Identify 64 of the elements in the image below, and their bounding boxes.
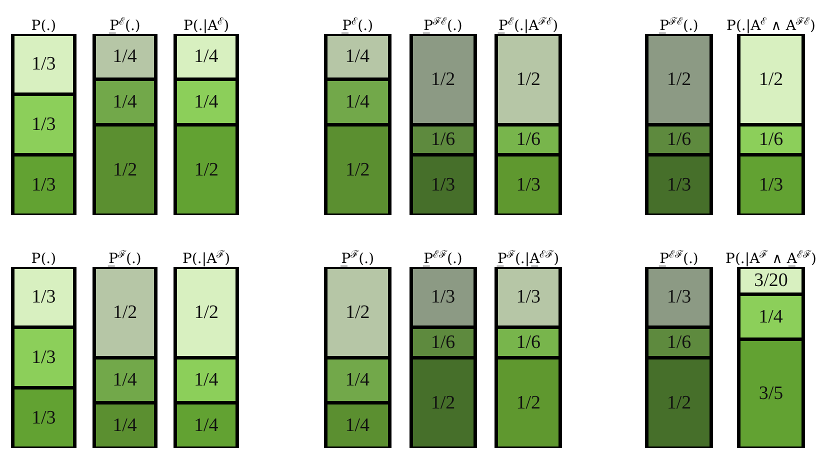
data-label: 1/4	[112, 414, 138, 436]
data-label: 1/2	[112, 159, 138, 180]
x-tick-label: P̲$^{ℱℰ}$(.)	[422, 16, 462, 34]
data-label: 1/6	[430, 332, 456, 353]
x-tick-label: P̲$^{ℰℱ}$(.)	[658, 249, 698, 268]
data-label: 1/6	[758, 129, 784, 150]
data-label: 1/2	[516, 392, 540, 414]
data-label: 1/4	[194, 46, 219, 68]
data-label: 1/3	[32, 54, 56, 75]
data-label: 1/6	[430, 129, 456, 150]
data-label: 3/20	[754, 270, 788, 292]
data-label: 1/2	[666, 68, 692, 90]
x-tick-label: P̲$^{ℰℱ}$(.)	[422, 249, 462, 268]
data-label: 1/3	[516, 174, 540, 196]
x-tick-label: P̲$^{ℱℰ}$(.)	[658, 16, 698, 34]
data-label: 1/2	[194, 302, 218, 323]
data-label: 1/4	[112, 46, 138, 68]
data-label: 1/2	[666, 392, 692, 414]
data-label: 1/4	[758, 306, 784, 328]
data-label: 1/6	[666, 129, 692, 150]
data-label: 3/5	[758, 383, 784, 404]
x-tick-label: P̲$^{ℰ}$(.)	[108, 16, 140, 34]
data-label: 1/4	[194, 91, 219, 112]
x-tick-label: P(.|A$^{ℰ}$ ∧ A$^{ℱℰ}$)	[726, 16, 816, 34]
data-label: 1/6	[666, 332, 692, 353]
data-label: 1/2	[430, 68, 456, 90]
x-tick-label: P(.|A$^{ℱ}$)	[182, 249, 230, 268]
data-label: 1/4	[345, 414, 370, 436]
x-tick-label: P(.|A$^{ℰ}$)	[184, 16, 230, 34]
data-label: 1/3	[32, 174, 56, 196]
data-label: 1/2	[516, 68, 540, 90]
data-label: 1/4	[194, 414, 219, 436]
x-tick-label: P̲$^{ℱ}$(.|A̲$^{ℰℱ}$)	[496, 249, 560, 268]
x-tick-label: P(.|A$^{ℱ}$ ∧ A̲$^{ℰℱ}$)	[726, 249, 816, 268]
x-tick-label: P(.)	[31, 18, 56, 34]
data-label: 1/2	[346, 302, 370, 323]
data-label: 1/2	[194, 159, 218, 180]
data-label: 1/6	[516, 129, 540, 150]
data-label: 1/3	[32, 114, 56, 136]
data-label: 1/2	[346, 159, 370, 180]
data-label: 1/3	[666, 174, 692, 196]
data-label: 1/3	[32, 286, 56, 308]
data-label: 1/3	[430, 174, 456, 196]
data-label: 1/3	[32, 347, 56, 368]
data-label: 1/6	[516, 332, 540, 353]
x-tick-label: P̲$^{ℰ}$(.)	[342, 16, 374, 34]
data-label: 1/4	[194, 370, 219, 391]
x-tick-label: P̲$^{ℱ}$(.)	[340, 249, 374, 268]
data-label: 1/3	[666, 286, 692, 308]
data-label: 1/2	[430, 392, 456, 414]
data-label: 1/4	[112, 91, 138, 112]
data-label: 1/3	[516, 286, 540, 308]
data-label: 1/4	[112, 370, 138, 391]
data-label: 1/4	[345, 91, 370, 112]
x-tick-label: P̲$^{ℱ}$(.)	[108, 249, 142, 268]
data-label: 1/4	[345, 370, 370, 391]
data-label: 1/2	[112, 302, 138, 323]
data-label: 1/2	[758, 68, 784, 90]
x-tick-label: P(.)	[31, 251, 56, 268]
x-tick-label: P̲$^{ℰ}$(.|A$^{ℱℰ}$)	[498, 16, 558, 34]
data-label: 1/3	[32, 407, 56, 428]
data-label: 1/4	[345, 46, 370, 68]
data-label: 1/3	[758, 174, 784, 196]
data-label: 1/3	[430, 286, 456, 308]
